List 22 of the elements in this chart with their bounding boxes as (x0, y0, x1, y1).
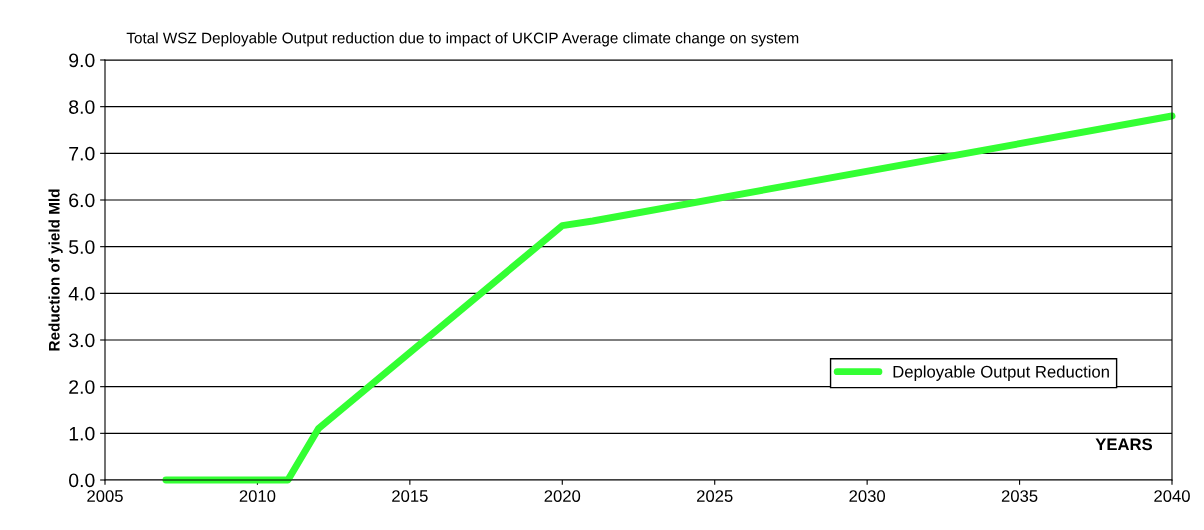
y-tick-label: 5.0 (69, 240, 95, 254)
x-tick-label: 2025 (697, 490, 733, 502)
x-tick-label: 2010 (239, 490, 276, 502)
y-tick-label: 8.0 (69, 100, 95, 114)
x-tick-label: 2015 (392, 490, 428, 502)
y-tick-label: 9.0 (69, 53, 95, 68)
y-tick-label: 7.0 (69, 146, 95, 161)
y-tick-label: 1.0 (69, 426, 95, 441)
x-tick-label: 2005 (87, 490, 123, 502)
y-tick-label: 2.0 (69, 380, 95, 394)
chart-title: Total WSZ Deployable Output reduction due to impact of UKCIP Average climate change on system (126, 32, 799, 47)
y-tick-label: 3.0 (68, 333, 95, 348)
x-tick-label: 2040 (1154, 490, 1190, 502)
y-tick-label: 6.0 (69, 193, 95, 208)
x-tick-label: 2020 (544, 490, 581, 502)
y-axis-title: Reduction of yield Mld (48, 189, 63, 351)
y-tick-label: 4.0 (68, 286, 95, 301)
x-tick-label: 2030 (849, 490, 886, 502)
y-tick-label: 0.0 (69, 473, 95, 488)
x-tick-label: 2035 (1001, 490, 1038, 502)
x-axis-title: YEARS (1095, 438, 1153, 451)
legend-label: Deployable Output Reduction (893, 365, 1109, 381)
